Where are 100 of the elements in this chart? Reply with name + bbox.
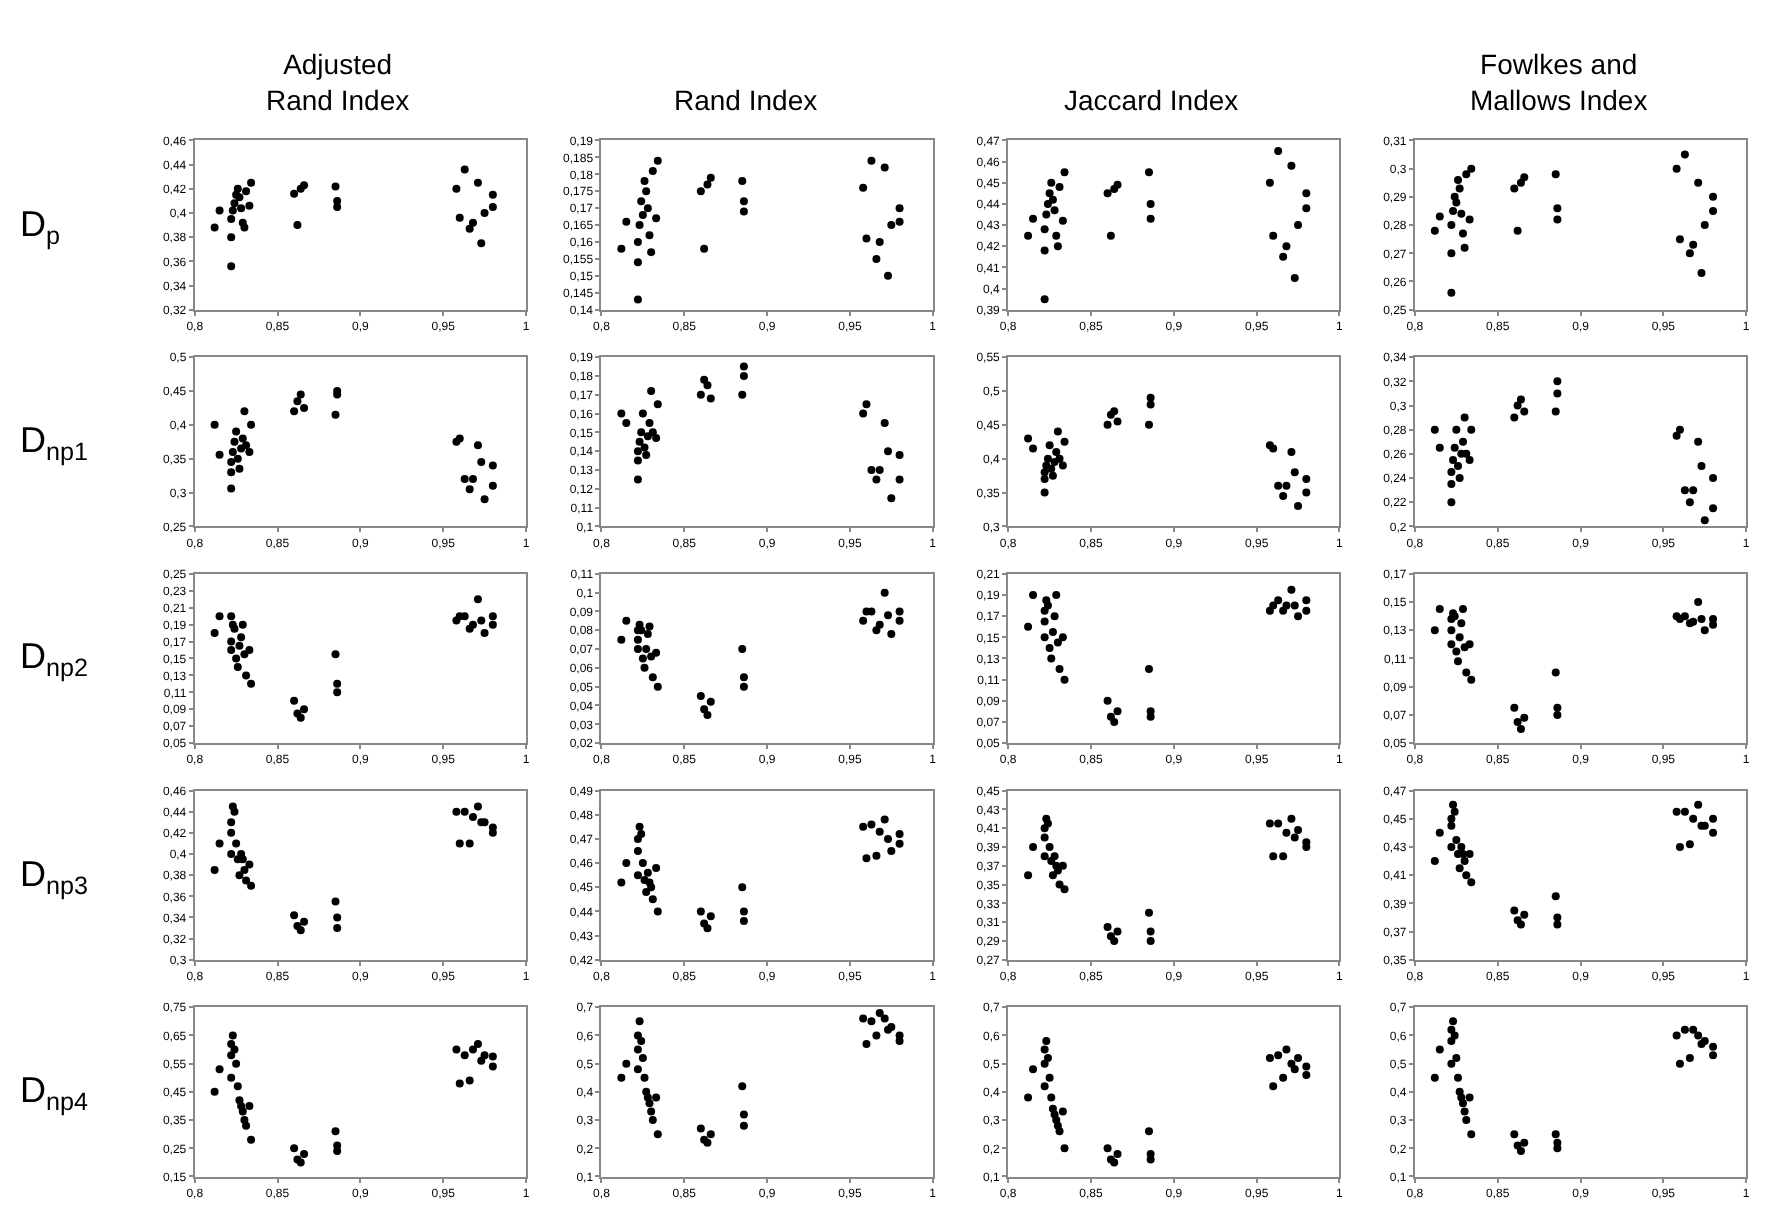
point [290, 1144, 299, 1153]
point [240, 223, 249, 232]
point [228, 447, 237, 456]
point [739, 371, 748, 380]
point [242, 876, 251, 885]
point [1040, 488, 1049, 497]
point [235, 871, 244, 880]
point [333, 913, 342, 922]
point [1435, 212, 1444, 221]
point [1060, 885, 1069, 894]
point [1447, 821, 1456, 830]
point [1551, 892, 1560, 901]
point [1040, 475, 1049, 484]
point [1467, 425, 1476, 434]
point [647, 1107, 656, 1116]
point [875, 620, 884, 629]
point [884, 447, 893, 456]
point [331, 182, 340, 191]
point [1447, 221, 1456, 230]
point [1024, 622, 1033, 631]
point [1447, 1025, 1456, 1034]
point [647, 248, 656, 257]
point [1040, 468, 1049, 477]
point [1689, 1025, 1698, 1034]
point [642, 187, 651, 196]
point [480, 208, 489, 217]
point [1551, 170, 1560, 179]
y-axis-title: D$_{np1}$ [20, 420, 89, 466]
point [739, 197, 748, 206]
point [452, 184, 461, 193]
point [1029, 444, 1038, 453]
point [1689, 486, 1698, 495]
point [1024, 231, 1033, 240]
point [880, 588, 889, 597]
point [1274, 819, 1283, 828]
point [1103, 189, 1112, 198]
point [210, 629, 219, 638]
point [1146, 936, 1155, 945]
point [1047, 1093, 1056, 1102]
point [227, 233, 236, 242]
point [228, 1031, 237, 1040]
point [331, 650, 340, 659]
point [637, 428, 646, 437]
point [473, 178, 482, 187]
point [1050, 852, 1059, 861]
point [331, 897, 340, 906]
point [1447, 288, 1456, 297]
point [1060, 675, 1069, 684]
point [1110, 717, 1119, 726]
point [1452, 198, 1461, 207]
point [1282, 1045, 1291, 1054]
point [290, 407, 299, 416]
point [1516, 724, 1525, 733]
point [642, 450, 651, 459]
point [1672, 164, 1681, 173]
point [872, 475, 881, 484]
point [247, 178, 256, 187]
point [633, 475, 642, 484]
point [1449, 800, 1458, 809]
point [1709, 1051, 1718, 1060]
point [460, 807, 469, 816]
point [1058, 633, 1067, 642]
point [1435, 1045, 1444, 1054]
point [1520, 1138, 1529, 1147]
point [1447, 1037, 1456, 1046]
point [1447, 842, 1456, 851]
point [859, 409, 868, 418]
point [706, 1130, 715, 1139]
point [895, 839, 904, 848]
point [468, 812, 477, 821]
point [1144, 665, 1153, 674]
point [1675, 1059, 1684, 1068]
point [1685, 840, 1694, 849]
point [1269, 852, 1278, 861]
point [875, 1008, 884, 1017]
point [1040, 617, 1049, 626]
point [238, 434, 247, 443]
point [652, 863, 661, 872]
point [488, 461, 497, 470]
chart-title: Adjusted Rand Index [266, 48, 410, 117]
point [290, 696, 299, 705]
point [296, 390, 305, 399]
point [1302, 606, 1311, 615]
point [647, 883, 656, 892]
point [1048, 471, 1057, 480]
point [1045, 842, 1054, 851]
point [1454, 461, 1462, 470]
point [738, 390, 747, 399]
point [1040, 1059, 1049, 1068]
point [210, 223, 219, 232]
point [643, 868, 652, 877]
point [1113, 927, 1122, 936]
point [862, 854, 871, 863]
point [739, 682, 748, 691]
point [653, 156, 662, 165]
point [633, 871, 642, 880]
point [1053, 638, 1062, 647]
point [1146, 400, 1155, 409]
point [465, 485, 474, 494]
point [1055, 665, 1064, 674]
